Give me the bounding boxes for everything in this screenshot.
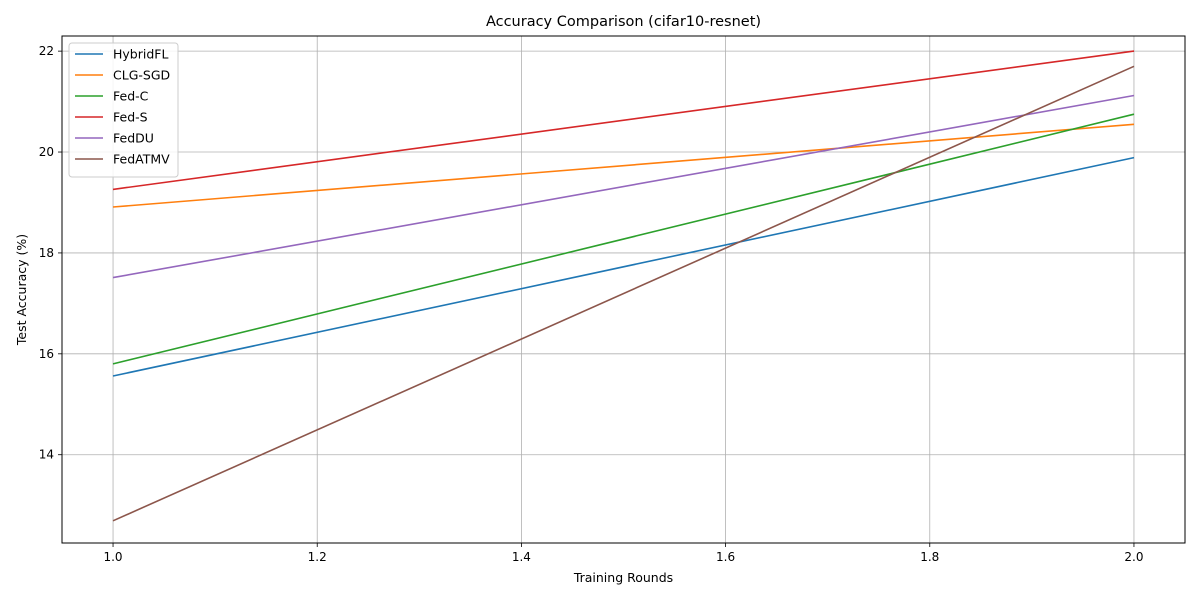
legend-label: Fed-S bbox=[113, 110, 148, 125]
series-lines bbox=[112, 50, 1135, 522]
legend-label: FedDU bbox=[113, 131, 154, 146]
series-line-fed-c bbox=[112, 113, 1135, 365]
y-tick-label: 20 bbox=[39, 145, 54, 159]
series-line-fedatmv bbox=[112, 65, 1135, 522]
legend-box bbox=[68, 42, 179, 178]
x-tick-label: 1.4 bbox=[512, 550, 531, 564]
y-tick-label: 18 bbox=[39, 246, 54, 260]
legend-label: HybridFL bbox=[113, 47, 168, 62]
series-line-hybridfl bbox=[112, 156, 1135, 377]
y-tick-label: 14 bbox=[39, 448, 54, 462]
series-line-feddu bbox=[112, 94, 1135, 279]
chart-title: Accuracy Comparison (cifar10-resnet) bbox=[486, 14, 761, 30]
x-axis-ticks: 1.0 1.2 1.4 1.6 1.8 2.0 bbox=[103, 543, 1144, 564]
series-line-fed-s bbox=[112, 50, 1135, 191]
y-tick-label: 16 bbox=[39, 347, 54, 361]
legend-label: FedATMV bbox=[113, 152, 170, 167]
legend-label: Fed-C bbox=[113, 89, 149, 104]
x-tick-label: 1.0 bbox=[103, 550, 122, 564]
x-tick-label: 1.2 bbox=[308, 550, 327, 564]
plot-frame bbox=[61, 35, 1186, 544]
y-tick-label: 22 bbox=[39, 44, 54, 58]
grid-lines bbox=[62, 36, 1185, 543]
x-tick-label: 2.0 bbox=[1124, 550, 1143, 564]
y-axis-label: Test Accuracy (%) bbox=[14, 234, 29, 346]
legend: HybridFL CLG-SGD Fed-C Fed-S FedDU FedATMV bbox=[68, 42, 179, 178]
x-tick-label: 1.6 bbox=[716, 550, 735, 564]
series-line-clg-sgd bbox=[112, 123, 1135, 208]
y-axis-ticks: 14 16 18 20 22 bbox=[39, 44, 62, 462]
x-axis-label: Training Rounds bbox=[573, 570, 673, 585]
x-tick-label: 1.8 bbox=[920, 550, 939, 564]
legend-label: CLG-SGD bbox=[113, 68, 170, 83]
